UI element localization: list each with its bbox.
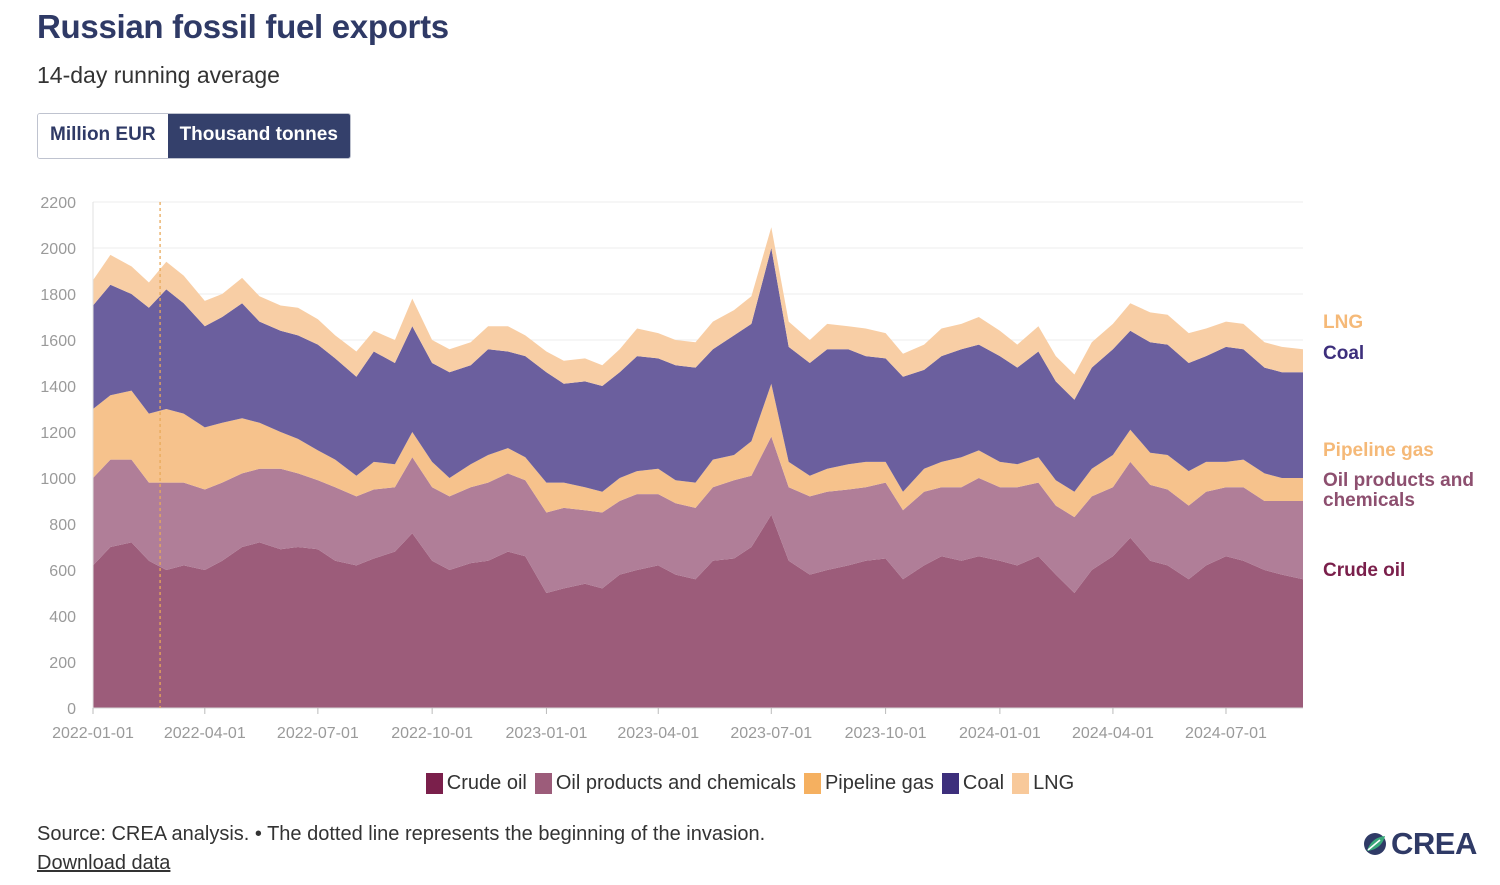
legend-item[interactable]: Oil products and chemicals: [534, 772, 796, 795]
y-tick-label: 1800: [40, 287, 76, 304]
series-label: Coal: [1323, 343, 1364, 364]
source-note: Source: CREA analysis. • The dotted line…: [37, 823, 766, 845]
legend-label: Oil products and chemicals: [555, 772, 796, 794]
x-tick-label: 2024-01-01: [959, 725, 1041, 742]
million-eur-button[interactable]: Million EUR: [38, 114, 168, 158]
y-tick-label: 2000: [40, 241, 76, 258]
y-tick-label: 200: [49, 655, 76, 672]
x-tick-label: 2022-10-01: [391, 725, 473, 742]
area-lng: [93, 227, 1303, 400]
series-label: Crude oil: [1323, 560, 1405, 581]
download-data-link[interactable]: Download data: [37, 852, 171, 874]
series-label: chemicals: [1323, 490, 1415, 511]
crea-logo: CREA: [1362, 826, 1477, 862]
crea-leaf-icon: [1364, 833, 1386, 855]
x-tick-label: 2022-07-01: [277, 725, 359, 742]
y-tick-label: 800: [49, 517, 76, 534]
legend-swatch: [941, 773, 959, 794]
legend-item[interactable]: Pipeline gas: [803, 772, 934, 795]
chart-subtitle: 14-day running average: [37, 62, 280, 88]
legend-swatch: [425, 773, 443, 794]
x-tick-label: 2022-04-01: [164, 725, 246, 742]
y-tick-label: 600: [49, 563, 76, 580]
x-tick-label: 2023-07-01: [730, 725, 812, 742]
x-tick-label: 2023-01-01: [506, 725, 588, 742]
unit-toggle: Million EUR Thousand tonnes: [37, 113, 351, 159]
legend-item[interactable]: LNG: [1012, 772, 1074, 795]
y-tick-label: 2200: [40, 195, 76, 212]
legend-swatch: [534, 773, 552, 794]
x-tick-label: 2023-04-01: [617, 725, 699, 742]
legend-label: LNG: [1033, 772, 1075, 794]
legend-swatch: [1012, 773, 1030, 794]
y-tick-label: 1200: [40, 425, 76, 442]
thousand-tonnes-button[interactable]: Thousand tonnes: [167, 114, 350, 158]
legend-label: Coal: [962, 772, 1005, 794]
x-tick-label: 2024-04-01: [1072, 725, 1154, 742]
series-label: Pipeline gas: [1323, 440, 1434, 461]
legend: Crude oil Oil products and chemicals Pipel…: [0, 772, 1500, 795]
x-tick-label: 2024-07-01: [1185, 725, 1267, 742]
area-oil-products-and-chemicals: [93, 436, 1303, 593]
x-tick-label: 2022-01-01: [52, 725, 134, 742]
area-coal: [93, 248, 1303, 492]
chart-title: Russian fossil fuel exports: [37, 8, 449, 45]
legend-swatch: [803, 773, 821, 794]
area-crude-oil: [93, 514, 1303, 708]
y-tick-label: 1400: [40, 379, 76, 396]
legend-item[interactable]: Coal: [941, 772, 1005, 795]
area-pipeline-gas: [93, 383, 1303, 518]
crea-logo-text: CREA: [1391, 826, 1477, 861]
y-tick-label: 400: [49, 609, 76, 626]
y-tick-label: 1000: [40, 471, 76, 488]
y-tick-label: 0: [67, 701, 76, 718]
legend-item[interactable]: Crude oil: [425, 772, 527, 795]
series-label: LNG: [1323, 312, 1363, 333]
legend-label: Pipeline gas: [824, 772, 934, 794]
y-tick-label: 1600: [40, 333, 76, 350]
series-label: Oil products and: [1323, 470, 1474, 491]
stacked-area-chart: 0 200 400 600 800 1000 1200 1400 1600 1800 2000 220…: [40, 195, 1474, 742]
legend-label: Crude oil: [446, 772, 527, 794]
x-tick-label: 2023-10-01: [845, 725, 927, 742]
